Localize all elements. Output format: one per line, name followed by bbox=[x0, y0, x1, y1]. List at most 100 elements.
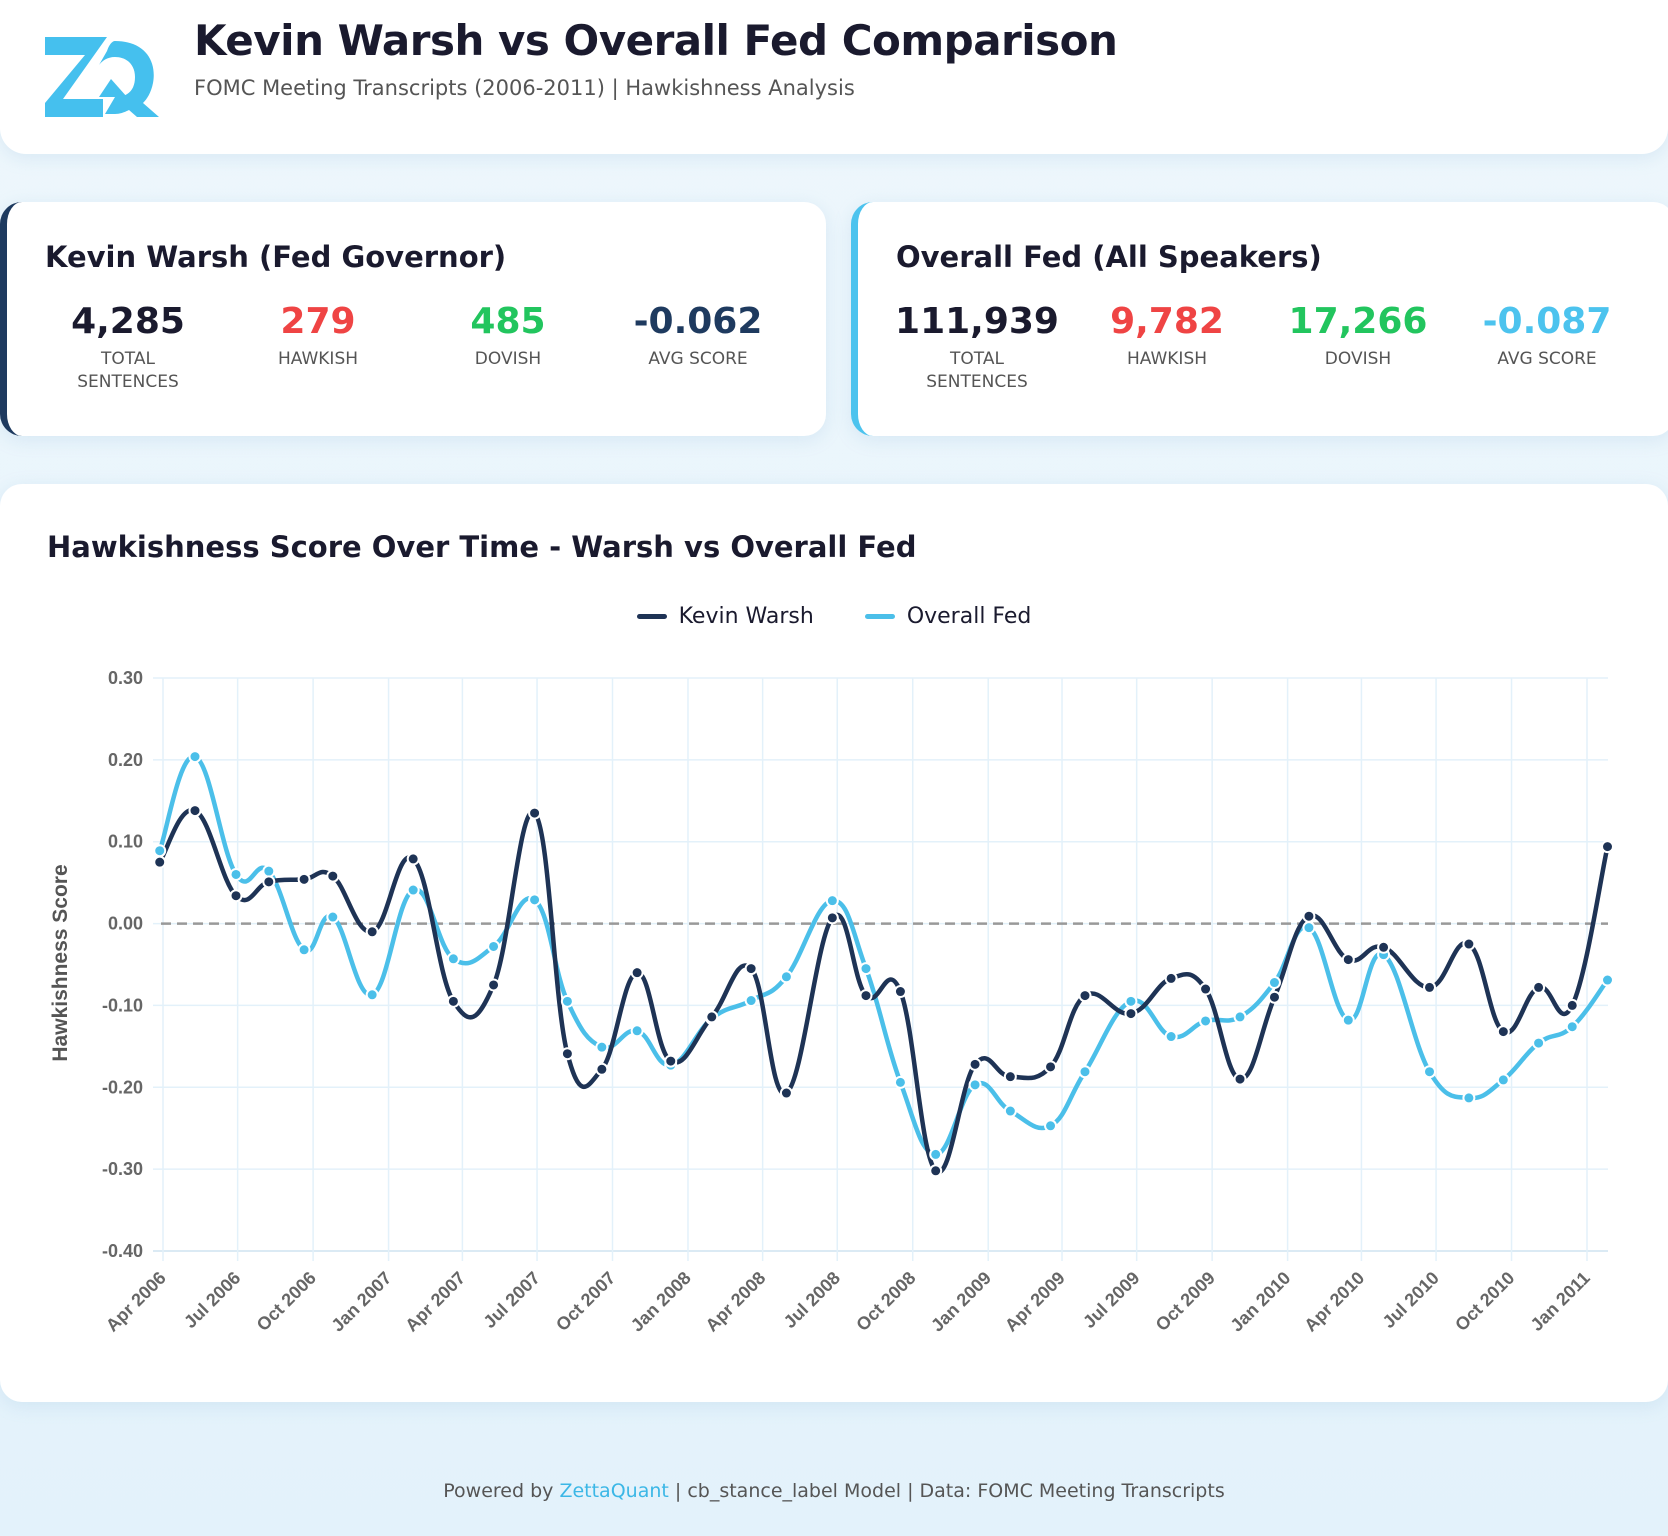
y-tick-label: -0.30 bbox=[102, 1159, 143, 1179]
x-tick-label: Jul 2009 bbox=[1079, 1268, 1143, 1332]
data-point-overall-fed bbox=[326, 910, 340, 924]
x-tick-label: Jan 2007 bbox=[327, 1268, 395, 1336]
y-tick-label: 0.30 bbox=[108, 668, 143, 688]
chart-card: Hawkishness Score Over Time - Warsh vs O… bbox=[0, 484, 1668, 1402]
data-point-kevin-warsh bbox=[188, 804, 202, 818]
data-point-kevin-warsh bbox=[1267, 990, 1281, 1004]
data-point-kevin-warsh bbox=[705, 1010, 719, 1024]
data-point-kevin-warsh bbox=[1462, 937, 1476, 951]
warsh-stat-avg-score: -0.062 Avg Score bbox=[603, 300, 793, 371]
x-tick-label: Jan 2011 bbox=[1527, 1268, 1594, 1335]
stat-value: 4,285 bbox=[71, 301, 185, 342]
data-point-overall-fed bbox=[1565, 1020, 1579, 1034]
data-point-overall-fed bbox=[446, 952, 460, 966]
page-subtitle: FOMC Meeting Transcripts (2006-2011) | H… bbox=[194, 76, 855, 100]
stat-label: Avg Score bbox=[648, 349, 748, 369]
stat-value: 485 bbox=[470, 301, 546, 342]
data-point-overall-fed bbox=[929, 1147, 943, 1161]
x-tick-label: Jan 2008 bbox=[627, 1268, 695, 1336]
data-point-overall-fed bbox=[1462, 1091, 1476, 1105]
data-point-overall-fed bbox=[153, 844, 167, 858]
y-tick-label: -0.20 bbox=[102, 1077, 143, 1097]
data-point-overall-fed bbox=[744, 994, 758, 1008]
legend-item-overall-fed[interactable]: Overall Fed bbox=[864, 604, 1031, 629]
data-point-kevin-warsh bbox=[1164, 971, 1178, 985]
warsh-stat-total: 4,285 Total Sentences bbox=[33, 300, 223, 394]
data-point-kevin-warsh bbox=[1496, 1025, 1510, 1039]
data-point-kevin-warsh bbox=[1233, 1072, 1247, 1086]
data-point-overall-fed bbox=[1267, 976, 1281, 990]
data-point-overall-fed bbox=[528, 893, 542, 907]
stat-label: Total Sentences bbox=[926, 349, 1028, 392]
y-tick-label: 0.20 bbox=[108, 750, 143, 770]
data-point-overall-fed bbox=[1302, 921, 1316, 935]
data-point-kevin-warsh bbox=[365, 925, 379, 939]
stat-value: 17,266 bbox=[1288, 301, 1428, 342]
stat-label: Hawkish bbox=[277, 349, 359, 369]
zettaquant-link[interactable]: ZettaQuant bbox=[559, 1480, 669, 1502]
stat-label: Avg Score bbox=[1497, 349, 1597, 369]
data-point-overall-fed bbox=[1423, 1065, 1437, 1079]
data-point-kevin-warsh bbox=[893, 985, 907, 999]
fed-card-title: Overall Fed (All Speakers) bbox=[896, 240, 1322, 274]
x-tick-label: Jan 2010 bbox=[1227, 1268, 1295, 1336]
x-tick-label: Oct 2009 bbox=[1152, 1268, 1219, 1335]
x-tick-label: Apr 2007 bbox=[401, 1268, 469, 1336]
x-tick-label: Oct 2006 bbox=[253, 1268, 320, 1335]
page-title: Kevin Warsh vs Overall Fed Comparison bbox=[194, 16, 1118, 65]
data-point-kevin-warsh bbox=[1044, 1060, 1058, 1074]
data-point-overall-fed bbox=[968, 1078, 982, 1092]
x-tick-label: Apr 2006 bbox=[102, 1268, 170, 1336]
data-point-overall-fed bbox=[893, 1075, 907, 1089]
data-point-overall-fed bbox=[1532, 1036, 1546, 1050]
legend-label: Kevin Warsh bbox=[678, 604, 814, 629]
y-tick-label: 0.10 bbox=[108, 832, 143, 852]
fed-stat-total: 111,939 Total Sentences bbox=[882, 300, 1072, 394]
stat-label: Dovish bbox=[474, 349, 542, 369]
data-point-kevin-warsh bbox=[1124, 1007, 1138, 1021]
data-point-overall-fed bbox=[1164, 1030, 1178, 1044]
data-point-overall-fed bbox=[406, 883, 420, 897]
warsh-card-title: Kevin Warsh (Fed Governor) bbox=[45, 240, 507, 274]
fed-stat-dovish: 17,266 Dovish bbox=[1263, 300, 1453, 371]
data-point-overall-fed bbox=[1003, 1104, 1017, 1118]
x-tick-label: Jul 2006 bbox=[180, 1268, 244, 1332]
footer: Powered by ZettaQuant | cb_stance_label … bbox=[0, 1480, 1668, 1502]
x-tick-label: Apr 2010 bbox=[1300, 1268, 1368, 1336]
data-point-overall-fed bbox=[188, 750, 202, 764]
warsh-stats-card: Kevin Warsh (Fed Governor) 4,285 Total S… bbox=[0, 202, 826, 436]
chart-legend: Kevin Warsh Overall Fed bbox=[0, 600, 1668, 629]
header-card: Kevin Warsh vs Overall Fed Comparison FO… bbox=[0, 0, 1668, 154]
legend-item-warsh[interactable]: Kevin Warsh bbox=[636, 604, 814, 629]
data-point-kevin-warsh bbox=[297, 872, 311, 886]
data-point-kevin-warsh bbox=[446, 994, 460, 1008]
y-axis-title: Hawkishness Score bbox=[49, 864, 72, 1061]
x-tick-label: Jul 2008 bbox=[780, 1268, 844, 1332]
data-point-kevin-warsh bbox=[487, 978, 501, 992]
stat-value: 279 bbox=[280, 301, 356, 342]
data-point-overall-fed bbox=[1044, 1119, 1058, 1133]
x-tick-label: Apr 2009 bbox=[1001, 1268, 1069, 1336]
data-point-kevin-warsh bbox=[779, 1086, 793, 1100]
data-point-overall-fed bbox=[1341, 1013, 1355, 1027]
legend-swatch bbox=[636, 614, 667, 619]
data-point-kevin-warsh bbox=[1565, 998, 1579, 1012]
data-point-overall-fed bbox=[365, 988, 379, 1002]
stat-value: 9,782 bbox=[1110, 301, 1224, 342]
data-point-overall-fed bbox=[487, 939, 501, 953]
data-point-overall-fed bbox=[1496, 1073, 1510, 1087]
stat-value: -0.062 bbox=[633, 301, 763, 342]
y-tick-label: -0.10 bbox=[102, 995, 143, 1015]
data-point-kevin-warsh bbox=[1601, 840, 1615, 854]
data-point-kevin-warsh bbox=[528, 806, 542, 820]
x-tick-label: Jul 2010 bbox=[1379, 1268, 1443, 1332]
data-point-overall-fed bbox=[262, 864, 276, 878]
data-point-overall-fed bbox=[297, 943, 311, 957]
stat-label: Dovish bbox=[1324, 349, 1392, 369]
data-point-kevin-warsh bbox=[859, 989, 873, 1003]
zettaquant-logo bbox=[45, 37, 159, 117]
x-tick-label: Oct 2007 bbox=[552, 1268, 619, 1335]
data-point-kevin-warsh bbox=[560, 1047, 574, 1061]
data-point-kevin-warsh bbox=[229, 889, 243, 903]
